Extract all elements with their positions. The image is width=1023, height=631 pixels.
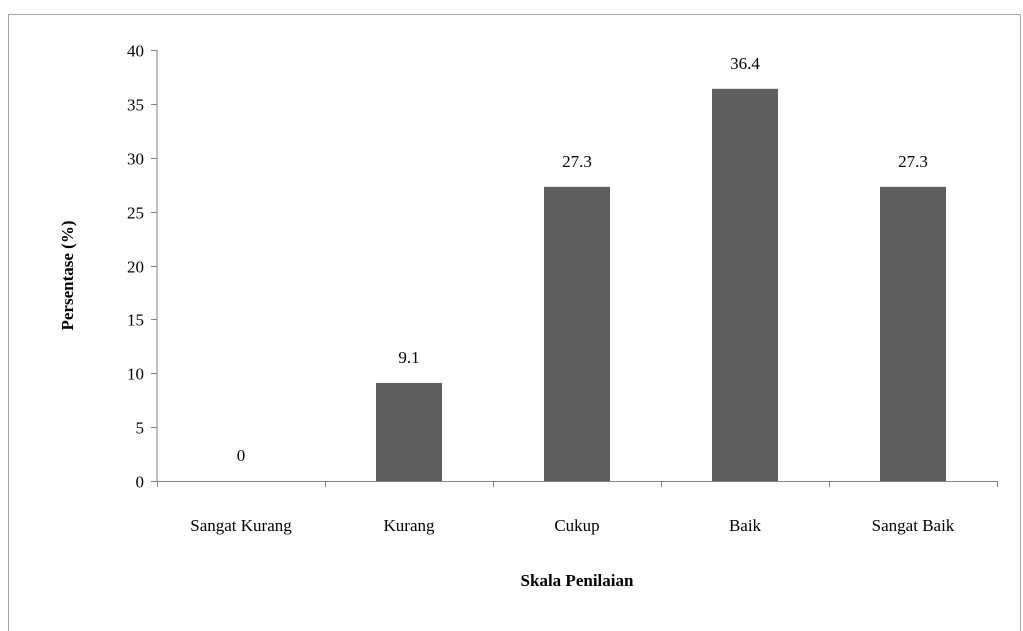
data-label: 9.1 — [398, 348, 419, 367]
data-label: 27.3 — [898, 152, 928, 171]
data-labels: 0 9.1 27.3 36.4 27.3 — [237, 54, 928, 465]
chart-frame — [8, 14, 1021, 631]
data-label: 36.4 — [730, 54, 760, 73]
y-tick-label: 40 — [127, 42, 144, 61]
bar — [880, 186, 946, 481]
y-tick-label: 35 — [127, 96, 144, 115]
y-tick-label: 15 — [127, 311, 144, 330]
bar — [376, 382, 442, 481]
bars — [376, 88, 946, 481]
y-tick-label: 30 — [127, 150, 144, 169]
y-tick-label: 10 — [127, 365, 144, 384]
x-tick-label: Kurang — [384, 516, 435, 535]
data-label: 27.3 — [562, 152, 592, 171]
x-tick-label: Sangat Kurang — [190, 516, 292, 535]
y-tick-label: 0 — [136, 473, 145, 492]
y-tick-label: 25 — [127, 204, 144, 223]
x-tick-label: Baik — [729, 516, 762, 535]
y-axis: 0 5 10 15 20 25 30 35 40 — [127, 42, 158, 492]
x-tick-label: Sangat Baik — [872, 516, 955, 535]
x-axis: Sangat Kurang Kurang Cukup Baik Sangat Baik — [157, 481, 998, 535]
y-tick-label: 20 — [127, 258, 144, 277]
data-label: 0 — [237, 446, 246, 465]
x-axis-title: Skala Penilaian — [521, 571, 634, 590]
y-tick-label: 5 — [136, 419, 145, 438]
y-axis-title: Persentase (%) — [58, 221, 77, 331]
bar — [712, 88, 778, 481]
x-tick-label: Cukup — [554, 516, 599, 535]
bar — [544, 186, 610, 481]
